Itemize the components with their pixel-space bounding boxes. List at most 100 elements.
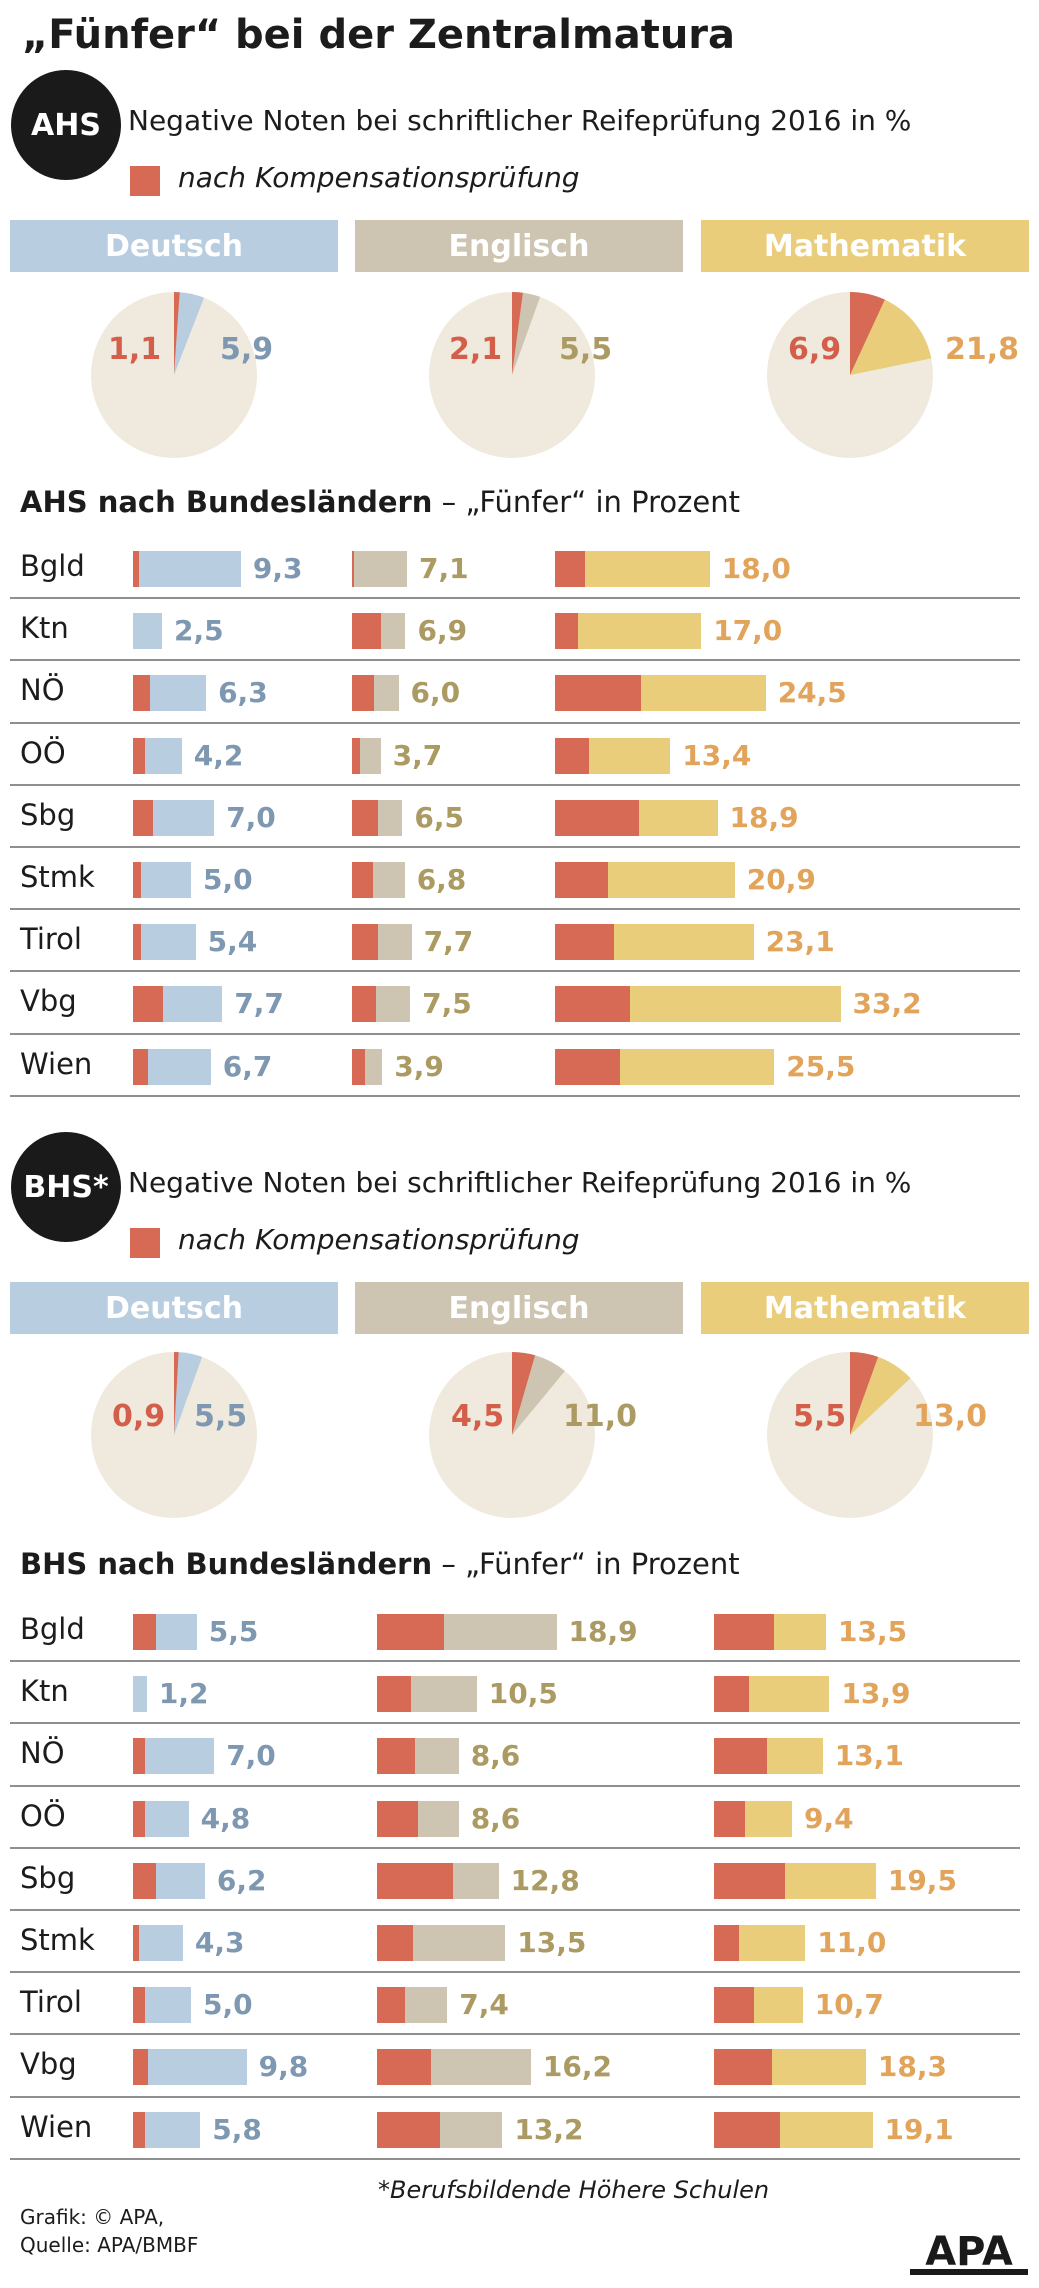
ahs-value-mathematik-6: 23,1 bbox=[765, 925, 835, 959]
ahs-subtitle: Negative Noten bei schriftlicher Reifepr… bbox=[128, 104, 912, 137]
ahs-value-mathematik-8: 25,5 bbox=[786, 1049, 856, 1083]
bhs-bar-deutsch-1 bbox=[133, 1676, 147, 1713]
bhs-row-divider-8 bbox=[10, 2157, 1020, 2160]
bhs-bar-englisch-kompensation-0 bbox=[377, 1614, 444, 1650]
bhs-value-mathematik-2: 13,1 bbox=[834, 1739, 904, 1773]
bhs-value-mathematik-4: 19,5 bbox=[887, 1863, 957, 1897]
bhs-row-label-8: Wien bbox=[20, 2109, 93, 2144]
ahs-row-label-5: Stmk bbox=[20, 860, 95, 894]
ahs-pie-mathematik bbox=[767, 292, 933, 458]
ahs-row-label-2: NÖ bbox=[20, 673, 65, 708]
bhs-bar-mathematik-kompensation-0 bbox=[714, 1614, 774, 1650]
ahs-row-divider-3 bbox=[10, 783, 1020, 786]
bhs-value-englisch-7: 16,2 bbox=[542, 2050, 612, 2084]
bhs-value-deutsch-5: 4,3 bbox=[194, 1926, 245, 1959]
bhs-row-label-6: Tirol bbox=[20, 1985, 82, 2020]
ahs-value-deutsch-3: 4,2 bbox=[193, 738, 244, 772]
bhs-value-mathematik-3: 9,4 bbox=[804, 1801, 854, 1835]
ahs-bar-englisch-kompensation-7 bbox=[352, 986, 377, 1023]
bhs-bar-deutsch-7 bbox=[133, 2049, 247, 2086]
ahs-pie-englisch-kompensation-label: 2,1 bbox=[449, 332, 503, 367]
ahs-row-divider-1 bbox=[10, 659, 1020, 662]
bhs-pie-englisch-total-label: 11,0 bbox=[563, 1399, 638, 1434]
bhs-subject-header-mathematik: Mathematik bbox=[701, 1282, 1029, 1334]
bhs-value-deutsch-4: 6,2 bbox=[216, 1863, 267, 1897]
ahs-row-label-6: Tirol bbox=[20, 922, 82, 957]
ahs-legend-label: nach Kompensationsprüfung bbox=[178, 161, 580, 194]
bhs-row-label-5: Stmk bbox=[20, 1923, 95, 1957]
ahs-bar-deutsch-kompensation-6 bbox=[133, 924, 142, 961]
ahs-row-label-4: Sbg bbox=[20, 797, 76, 832]
ahs-legend-swatch bbox=[130, 166, 160, 196]
bhs-pie-deutsch-slice-kompensation bbox=[174, 1352, 179, 1435]
ahs-bar-deutsch-kompensation-8 bbox=[133, 1048, 149, 1085]
bhs-bar-mathematik-kompensation-8 bbox=[714, 2111, 781, 2148]
bhs-value-mathematik-7: 18,3 bbox=[877, 2050, 947, 2084]
bhs-bar-englisch-kompensation-5 bbox=[377, 1925, 414, 1961]
ahs-bar-title: AHS nach Bundesländern – „Fünfer“ in Pro… bbox=[20, 485, 740, 519]
bhs-pie-deutsch-total-label: 5,5 bbox=[194, 1399, 248, 1434]
ahs-value-mathematik-0: 18,0 bbox=[721, 552, 791, 585]
bhs-bar-deutsch-kompensation-8 bbox=[133, 2111, 145, 2148]
bhs-bar-mathematik-kompensation-6 bbox=[714, 1987, 754, 2024]
ahs-row-divider-6 bbox=[10, 970, 1020, 973]
ahs-row-label-0: Bgld bbox=[20, 549, 85, 583]
bhs-row-label-3: OÖ bbox=[20, 1798, 66, 1833]
bhs-value-mathematik-6: 10,7 bbox=[814, 1988, 884, 2022]
ahs-value-deutsch-1: 2,5 bbox=[174, 614, 224, 648]
bhs-pie-mathematik-kompensation-label: 5,5 bbox=[793, 1399, 847, 1434]
ahs-bar-deutsch-0 bbox=[133, 551, 241, 587]
bhs-value-deutsch-3: 4,8 bbox=[200, 1801, 251, 1835]
bhs-value-mathematik-0: 13,5 bbox=[838, 1615, 908, 1648]
ahs-value-mathematik-3: 13,4 bbox=[682, 738, 752, 772]
bhs-row-divider-1 bbox=[10, 1722, 1020, 1725]
ahs-pie-englisch-slice-kompensation bbox=[512, 292, 523, 375]
ahs-value-englisch-2: 6,0 bbox=[410, 676, 461, 710]
bhs-value-deutsch-0: 5,5 bbox=[208, 1615, 259, 1648]
bhs-value-englisch-8: 13,2 bbox=[514, 2112, 584, 2146]
bhs-bar-deutsch-2 bbox=[133, 1738, 215, 1775]
ahs-bar-deutsch-kompensation-4 bbox=[133, 799, 153, 836]
bhs-bar-englisch-kompensation-6 bbox=[377, 1987, 405, 2024]
bhs-row-divider-0 bbox=[10, 1660, 1020, 1663]
ahs-bar-deutsch-kompensation-0 bbox=[133, 551, 139, 587]
ahs-value-mathematik-4: 18,9 bbox=[729, 800, 799, 834]
bhs-bar-deutsch-kompensation-3 bbox=[133, 1800, 145, 1837]
ahs-bar-mathematik-kompensation-0 bbox=[555, 551, 586, 587]
bhs-bar-mathematik-kompensation-7 bbox=[714, 2049, 773, 2086]
bhs-row-label-0: Bgld bbox=[20, 1612, 85, 1646]
ahs-bar-deutsch-kompensation-7 bbox=[133, 986, 164, 1023]
bhs-legend-swatch bbox=[130, 1228, 160, 1258]
ahs-bar-englisch-kompensation-8 bbox=[352, 1048, 366, 1085]
bhs-row-divider-2 bbox=[10, 1784, 1020, 1787]
ahs-value-englisch-5: 6,8 bbox=[416, 863, 467, 896]
ahs-badge: AHS bbox=[11, 70, 121, 180]
ahs-pie-deutsch-slice-total bbox=[174, 292, 205, 375]
ahs-bar-englisch-0 bbox=[352, 551, 408, 587]
ahs-pie-mathematik-slice-kompensation bbox=[850, 292, 885, 375]
bhs-bar-deutsch-kompensation-4 bbox=[133, 1862, 157, 1899]
ahs-pie-englisch-slice-total bbox=[512, 292, 541, 375]
bhs-bar-mathematik-kompensation-2 bbox=[714, 1738, 768, 1775]
bhs-bar-mathematik-kompensation-3 bbox=[714, 1800, 745, 1837]
credit-grafik: Grafik: © APA, bbox=[20, 2205, 165, 2229]
ahs-value-deutsch-0: 9,3 bbox=[252, 552, 303, 585]
footnote: *Berufsbildende Höhere Schulen bbox=[378, 2176, 770, 2204]
ahs-value-englisch-7: 7,5 bbox=[422, 987, 472, 1021]
ahs-pie-deutsch-total-label: 5,9 bbox=[220, 332, 274, 367]
bhs-value-englisch-5: 13,5 bbox=[517, 1926, 587, 1959]
bhs-pie-charts bbox=[91, 1352, 933, 1518]
bhs-pie-englisch-kompensation-label: 4,5 bbox=[451, 1399, 505, 1434]
apa-logo: APA bbox=[910, 2229, 1028, 2275]
bhs-row-divider-5 bbox=[10, 1971, 1020, 1974]
bhs-bar-deutsch-5 bbox=[133, 1925, 183, 1961]
ahs-bar-englisch-kompensation-6 bbox=[352, 924, 379, 961]
bhs-pie-deutsch-slice-total bbox=[174, 1352, 203, 1435]
ahs-row-label-8: Wien bbox=[20, 1046, 93, 1081]
bhs-value-deutsch-1: 1,2 bbox=[158, 1677, 209, 1711]
bhs-bar-englisch-kompensation-2 bbox=[377, 1738, 415, 1775]
ahs-pie-deutsch-kompensation-label: 1,1 bbox=[108, 332, 162, 367]
bhs-pie-mathematik bbox=[767, 1352, 933, 1518]
ahs-value-mathematik-7: 33,2 bbox=[852, 987, 922, 1021]
ahs-pie-englisch bbox=[429, 292, 595, 458]
